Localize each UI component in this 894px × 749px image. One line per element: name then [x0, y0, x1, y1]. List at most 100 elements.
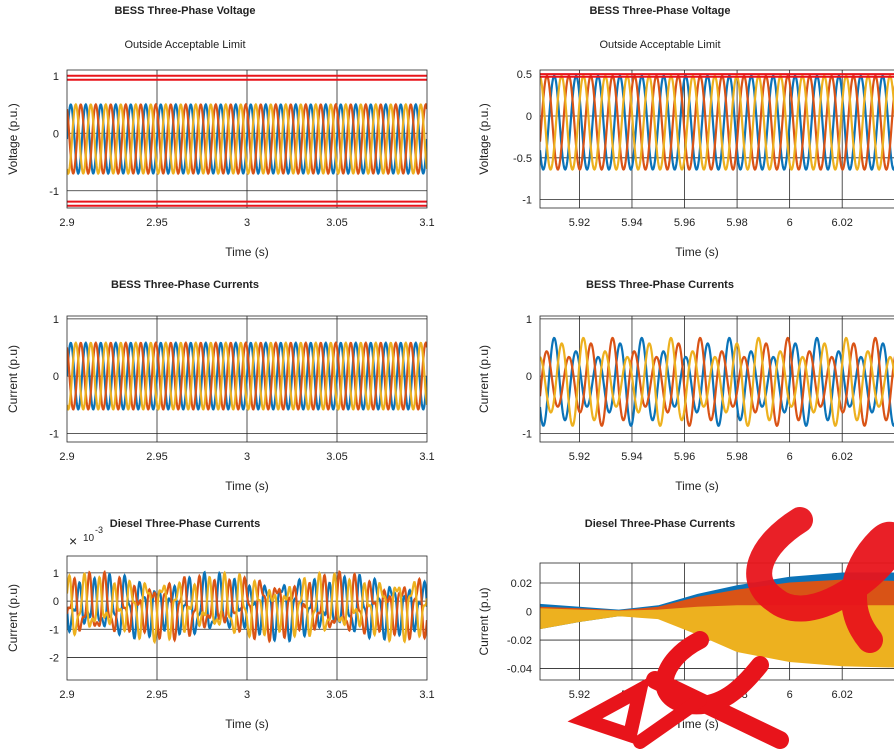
y-tick-label: 0 [526, 111, 532, 123]
series-line-1 [67, 102, 427, 176]
series-line-1 [540, 74, 894, 171]
y-tick-label: 0 [53, 371, 59, 383]
y-axis-label: Current (p.u) [6, 584, 20, 652]
x-tick-label: 5.96 [674, 217, 695, 229]
y-tick-label: -1 [49, 428, 59, 440]
y-tick-label: -0.02 [507, 635, 532, 647]
y-tick-label: 0 [53, 128, 59, 140]
x-tick-label: 2.9 [59, 217, 74, 229]
x-tick-label: 3.1 [419, 689, 434, 701]
chart-subtitle: Outside Acceptable Limit [124, 39, 245, 51]
y-axis-label: Current (p.u) [477, 587, 491, 655]
series-line-2 [67, 102, 427, 176]
y-tick-label: 1 [53, 568, 59, 580]
chart-title: BESS Three-Phase Voltage [114, 5, 255, 17]
series-line-3 [67, 341, 427, 411]
x-tick-label: 3.05 [326, 451, 347, 463]
y-tick-label: 1 [526, 314, 532, 326]
chart-title: BESS Three-Phase Currents [586, 279, 734, 291]
x-axis-label: Time (s) [225, 245, 269, 259]
chart-subtitle: Outside Acceptable Limit [599, 39, 720, 51]
x-axis-label: Time (s) [675, 717, 719, 731]
y-axis-label: Current (p.u) [6, 345, 20, 413]
series-line-3 [540, 336, 894, 427]
watermark-scribble [567, 507, 894, 749]
x-tick-label: 5.92 [569, 689, 590, 701]
x-tick-label: 6 [787, 451, 793, 463]
series-line-3 [540, 74, 894, 171]
x-tick-label: 5.98 [726, 451, 747, 463]
y-tick-label: 0 [53, 596, 59, 608]
x-tick-label: 3.1 [419, 451, 434, 463]
series-line-2 [540, 74, 894, 171]
chart-panel-4: 5.92 5.94 5.96 5.98 6 6.02 -1 0 1 Time (s) Current… [477, 279, 894, 493]
x-tick-label: 5.92 [569, 217, 590, 229]
axes-frame [539, 315, 894, 443]
y-tick-label: 0.02 [511, 578, 532, 590]
x-tick-label: 6.02 [831, 217, 852, 229]
y-axis-label: Voltage (p.u.) [477, 103, 491, 174]
x-tick-label: 2.95 [146, 689, 167, 701]
x-axis-label: Time (s) [225, 717, 269, 731]
x-tick-label: 5.94 [621, 217, 642, 229]
chart-panel-5: 2.9 2.95 3 3.05 3.1 -2 -1 0 1 Time (s) Current (p.… [6, 518, 435, 731]
x-tick-label: 2.95 [146, 217, 167, 229]
x-tick-label: 5.98 [726, 217, 747, 229]
axes-frame [66, 555, 428, 681]
y-tick-label: -0.5 [513, 153, 532, 165]
series-envelope-3 [540, 605, 894, 668]
plot-area [67, 569, 427, 645]
exponent-power: -3 [95, 525, 103, 535]
chart-title: BESS Three-Phase Currents [111, 279, 259, 291]
x-tick-label: 3 [244, 217, 250, 229]
chart-panel-2: 5.92 5.94 5.96 5.98 6 6.02 -1 -0.5 0 0.5 Time (s) V… [477, 5, 894, 259]
x-tick-label: 3.1 [419, 217, 434, 229]
axes-frame [539, 69, 894, 209]
y-tick-label: 1 [53, 314, 59, 326]
x-tick-label: 3.05 [326, 689, 347, 701]
series-line-2 [67, 341, 427, 411]
plot-area [540, 73, 894, 171]
series-line-1 [67, 341, 427, 411]
x-tick-label: 5.96 [674, 451, 695, 463]
chart-panel-1: 2.9 2.95 3 3.05 3.1 -1 0 1 Time (s) Voltage (p.u.… [6, 5, 435, 259]
x-tick-label: 3 [244, 689, 250, 701]
y-tick-label: -1 [522, 195, 532, 207]
exponent-base: 10 [83, 533, 95, 544]
y-axis-label: Current (p.u) [477, 345, 491, 413]
exponent-times-sign: × [69, 533, 77, 549]
y-tick-label: 1 [53, 71, 59, 83]
y-tick-label: 0 [526, 607, 532, 619]
x-tick-label: 2.9 [59, 689, 74, 701]
series-line-3 [67, 102, 427, 176]
x-tick-label: 5.94 [621, 451, 642, 463]
x-tick-label: 2.95 [146, 451, 167, 463]
x-tick-label: 6 [787, 217, 793, 229]
x-axis-label: Time (s) [675, 245, 719, 259]
x-tick-label: 6.02 [831, 451, 852, 463]
x-axis-label: Time (s) [675, 479, 719, 493]
x-tick-label: 3 [244, 451, 250, 463]
chart-title: Diesel Three-Phase Currents [110, 518, 260, 530]
y-tick-label: -1 [49, 624, 59, 636]
chart-title: BESS Three-Phase Voltage [589, 5, 730, 17]
x-tick-label: 6 [787, 689, 793, 701]
series-line-1 [540, 336, 894, 427]
chart-panel-3: 2.9 2.95 3 3.05 3.1 -1 0 1 Time (s) Current (p.u)… [6, 279, 435, 493]
y-tick-label: -0.04 [507, 664, 532, 676]
plot-area [540, 336, 894, 427]
y-tick-label: 0.5 [517, 69, 532, 81]
y-tick-label: -1 [522, 428, 532, 440]
series-line-3 [67, 570, 427, 645]
y-tick-label: -1 [49, 186, 59, 198]
chart-title: Diesel Three-Phase Currents [585, 518, 735, 530]
plot-area [67, 74, 427, 207]
y-tick-label: 0 [526, 371, 532, 383]
x-axis-label: Time (s) [225, 479, 269, 493]
x-tick-label: 5.92 [569, 451, 590, 463]
axes-frame [66, 69, 428, 209]
plot-area [67, 341, 427, 411]
axes-frame [539, 562, 894, 681]
x-tick-label: 2.9 [59, 451, 74, 463]
